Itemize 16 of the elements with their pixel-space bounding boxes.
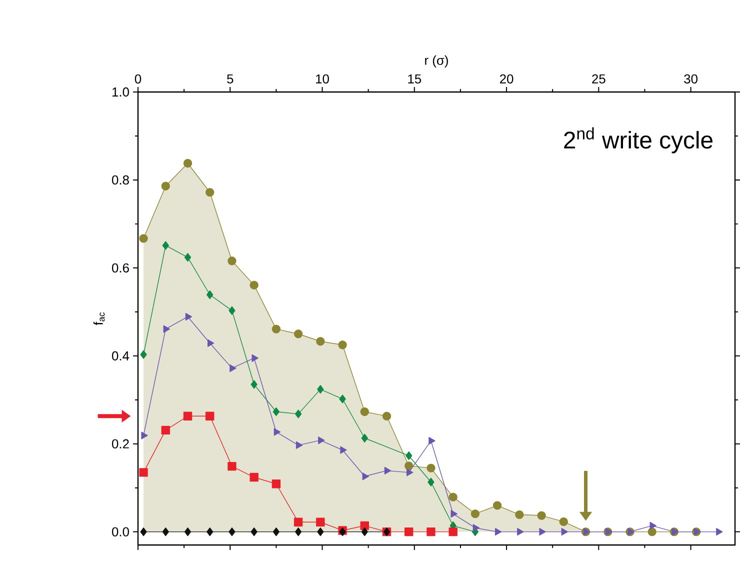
y-tick-label: 0.0 xyxy=(112,527,129,536)
x-tick-label: 0 xyxy=(134,74,142,84)
y-tick-label: 0.6 xyxy=(112,263,129,273)
y-tick-label: 1.0 xyxy=(112,87,129,97)
x-axis-title: r (σ) xyxy=(425,55,448,68)
x-tick-label: 15 xyxy=(408,74,422,84)
x-tick-label: 20 xyxy=(500,74,514,84)
x-tick-label: 30 xyxy=(684,74,698,84)
y-tick-label: 0.8 xyxy=(112,175,129,185)
y-tick-label: 0.2 xyxy=(112,439,129,448)
y-tick-label: 0.4 xyxy=(112,351,130,360)
y-axis-title: f$_{ac}$ xyxy=(93,312,105,326)
x-tick-label: 25 xyxy=(592,74,606,84)
x-tick-label: 5 xyxy=(227,74,234,84)
annotation: 2$^{nd}$ write cycle xyxy=(564,127,712,154)
x-tick-label: 10 xyxy=(316,74,329,84)
